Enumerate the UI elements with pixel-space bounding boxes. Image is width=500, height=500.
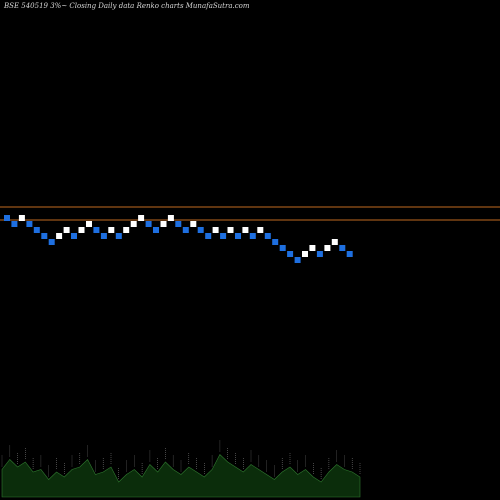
renko-brick-down [272,239,279,245]
renko-brick-down [71,233,77,239]
renko-brick-down [26,221,33,227]
renko-brick-up [302,251,308,257]
renko-brick-up [212,227,219,233]
renko-brick-up [324,245,331,251]
volume-area-path [1,454,361,498]
renko-brick-down [4,215,10,221]
renko-brick-down [182,227,189,233]
reference-lines [0,206,500,221]
renko-brick-up [18,215,25,221]
chart-title: BSE 540519 3%~ Closing Daily data Renko … [3,2,250,10]
renko-brick-down [205,233,212,239]
renko-brick-up [309,245,316,251]
renko-brick-down [339,245,346,251]
volume-area [1,440,361,498]
renko-brick-down [11,221,18,227]
renko-brick-down [33,227,40,233]
renko-brick-up [160,221,167,227]
renko-brick-down [346,251,353,257]
renko-brick-up [130,221,137,227]
renko-brick-up [78,227,85,233]
renko-brick-down [264,233,271,239]
renko-brick-down [249,233,256,239]
renko-brick-up [242,227,249,233]
renko-brick-down [145,221,152,227]
renko-brick-up [227,227,234,233]
renko-brick-up [190,221,197,227]
renko-brick-down [115,233,122,239]
renko-brick-down [294,257,301,263]
renko-bricks [4,215,353,263]
renko-brick-down [100,233,107,239]
renko-brick-down [41,233,48,239]
renko-brick-up [108,227,115,233]
renko-brick-down [220,233,227,239]
renko-brick-down [153,227,159,233]
renko-brick-down [175,221,182,227]
renko-brick-up [167,215,174,221]
renko-brick-up [86,221,92,227]
renko-brick-up [63,227,70,233]
renko-brick-up [257,227,264,233]
renko-brick-down [235,233,241,239]
renko-brick-up [331,239,338,245]
renko-brick-down [93,227,100,233]
renko-brick-up [56,233,63,239]
renko-brick-down [287,251,294,257]
renko-brick-up [123,227,130,233]
renko-brick-down [48,239,55,245]
renko-brick-down [279,245,286,251]
renko-brick-down [197,227,204,233]
renko-brick-down [316,251,323,257]
renko-brick-up [138,215,145,221]
